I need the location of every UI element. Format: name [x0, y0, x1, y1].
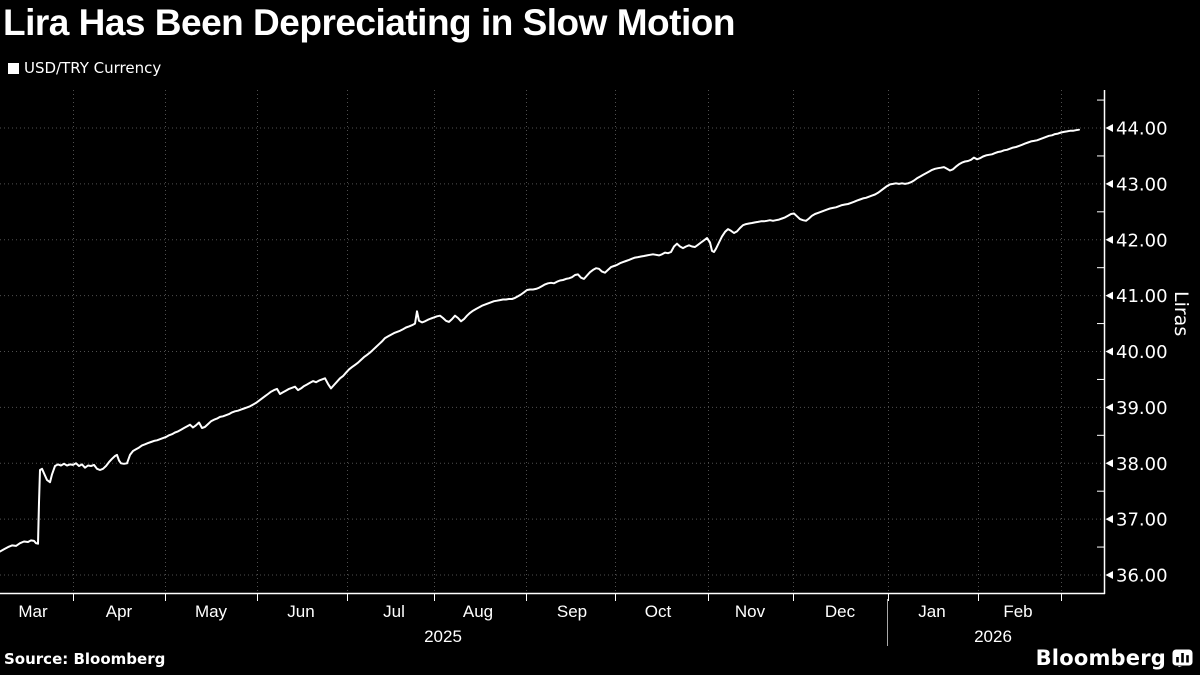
x-tick-label: May	[195, 602, 228, 621]
y-tick-arrow-icon	[1105, 459, 1113, 468]
x-tick-label: Jul	[383, 602, 405, 621]
x-tick-label: Dec	[825, 602, 856, 621]
x-tick-label: Mar	[18, 602, 48, 621]
bloomberg-logo-icon	[1172, 649, 1193, 667]
y-tick-label: 43.00	[1116, 174, 1168, 195]
bloomberg-branding: Bloomberg	[1036, 646, 1193, 670]
y-tick-label: 42.00	[1116, 230, 1168, 251]
year-label: 2026	[974, 627, 1012, 646]
legend-square-icon	[8, 63, 19, 74]
y-axis-title: Liras	[1170, 291, 1192, 337]
y-tick-label: 38.00	[1116, 454, 1168, 475]
x-tick-label: Feb	[1003, 602, 1032, 621]
y-tick-arrow-icon	[1105, 515, 1113, 524]
x-tick-label: Jun	[287, 602, 314, 621]
y-tick-arrow-icon	[1105, 235, 1113, 244]
x-tick-label: Jan	[918, 602, 945, 621]
y-tick-label: 36.00	[1116, 566, 1168, 587]
chart-title: Lira Has Been Depreciating in Slow Motio…	[3, 2, 735, 43]
x-tick-label: Nov	[735, 602, 766, 621]
source-note: Source: Bloomberg	[4, 650, 166, 668]
legend-label: USD/TRY Currency	[24, 59, 162, 77]
y-tick-arrow-icon	[1105, 124, 1113, 132]
legend: USD/TRY Currency	[8, 61, 161, 76]
y-tick-arrow-icon	[1105, 403, 1113, 412]
y-tick-label: 44.00	[1116, 119, 1168, 140]
y-tick-arrow-icon	[1105, 347, 1113, 356]
x-tick-label: Oct	[645, 602, 672, 621]
y-tick-label: 40.00	[1116, 342, 1168, 363]
x-tick-label: Apr	[106, 602, 133, 621]
y-tick-label: 39.00	[1116, 398, 1168, 419]
y-tick-arrow-icon	[1105, 179, 1113, 188]
x-tick-label: Aug	[463, 602, 493, 621]
x-tick-label: Sep	[557, 602, 587, 621]
bloomberg-wordmark: Bloomberg	[1035, 646, 1166, 670]
y-tick-arrow-icon	[1105, 291, 1113, 300]
usdtry-line-series	[0, 128, 1080, 553]
y-tick-arrow-icon	[1105, 571, 1113, 579]
y-tick-label: 37.00	[1116, 510, 1168, 531]
year-label: 2025	[424, 627, 462, 646]
y-tick-label: 41.00	[1116, 286, 1168, 307]
